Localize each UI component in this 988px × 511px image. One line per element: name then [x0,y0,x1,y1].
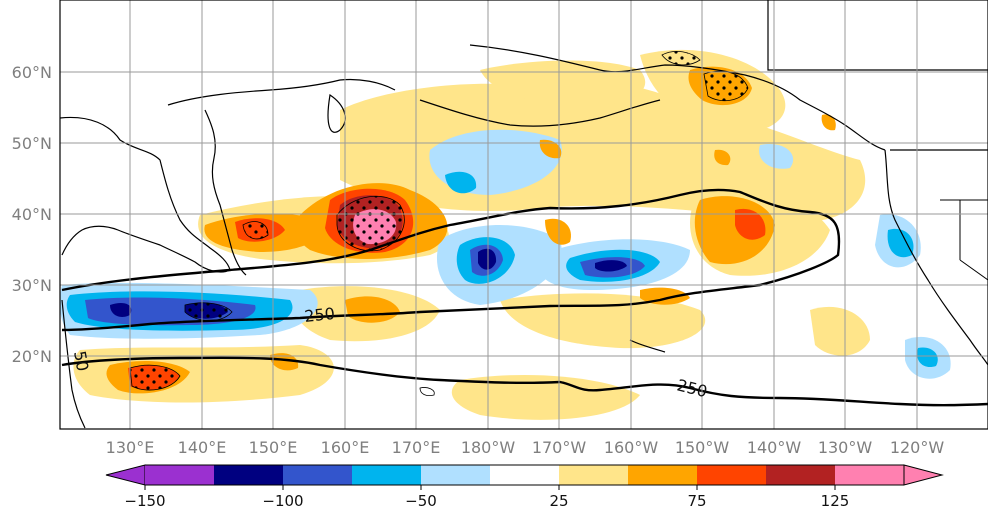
contour-label: 50 [70,349,92,372]
kamchatka-peninsula [327,93,346,133]
lon-label: 150°E [249,438,298,457]
negative-anomaly-region [445,171,477,194]
asia-coastline [60,116,231,273]
lon-label: 160°E [321,438,370,457]
negative-anomaly-core [595,260,627,272]
colorbar-segment [697,465,766,485]
colorbar-segment [214,465,283,485]
colorbar-segment [490,465,559,485]
positive-anomaly-region [714,149,731,166]
north-america-coastline [884,149,988,366]
lon-label: 130°W [818,438,873,457]
negative-anomaly-region [917,347,938,368]
positive-anomaly-region [735,208,766,240]
significance-stipple [129,364,181,391]
colorbar-tick-label: 125 [821,492,850,510]
significance-stipple [336,196,405,252]
negative-anomaly-region [887,228,914,258]
significance-contour [419,387,435,396]
lat-label-50n: 50°N [12,134,52,153]
lon-label: 140°E [178,438,227,457]
us-state-borders [940,199,988,281]
positive-anomaly-region [270,353,299,371]
jet-contour-250 [61,356,988,407]
map-frame [59,0,988,430]
positive-anomaly-region [539,139,562,159]
positive-anomaly-region [821,114,836,131]
colorbar-tick-label: −50 [405,492,437,510]
lon-label: 160°W [604,438,659,457]
colorbar-tick-label: 25 [549,492,568,510]
colorbar-arrow-low [105,464,146,486]
colorbar-tick-label: −150 [124,492,165,510]
colorbar-segment [835,465,904,485]
colorbar-segment [421,465,490,485]
colorbar-outline [145,464,904,486]
latitude-labels: 60°N 50°N 40°N 30°N 20°N [12,63,52,366]
positive-anomaly-region [810,306,870,356]
colorbar-segment [628,465,697,485]
colorbar-tick-label: −100 [262,492,303,510]
hawaii-islands [629,339,666,353]
significance-stipple [242,221,269,240]
lon-label: 140°W [747,438,802,457]
contour-label: 250 [303,304,335,326]
lon-label: 150°W [675,438,730,457]
negative-anomaly-core [478,248,497,270]
positive-anomaly-region [451,375,640,420]
negative-anomaly-region [759,144,794,169]
colorbar-arrow-high [903,464,944,486]
lon-label: 170°E [392,438,441,457]
significance-stipple [703,71,749,102]
lat-label-40n: 40°N [12,205,52,224]
lon-label: 120°W [890,438,945,457]
lat-label-20n: 20°N [12,347,52,366]
lat-label-30n: 30°N [12,276,52,295]
colorbar-segment [559,465,628,485]
canada-border [767,0,988,71]
map-panel: 250 250 50 [59,0,988,430]
china-coastline [61,299,86,429]
positive-anomaly-region [545,218,571,245]
colorbar-segment [283,465,352,485]
gridlines [60,0,988,429]
colorbar-segment [766,465,835,485]
aleutian-islands [419,99,661,127]
lon-label: 130°E [106,438,155,457]
significance-stipple [661,50,701,66]
longitude-labels: 130°E 140°E 150°E 160°E 170°E 180°W 170°… [106,438,945,457]
negative-anomaly-core [110,303,132,317]
lat-label-60n: 60°N [12,63,52,82]
lon-label: 170°W [532,438,587,457]
colorbar-segment [352,465,421,485]
colorbar: −150 −100 −50 25 75 125 [105,464,944,510]
lon-label: 180°W [461,438,516,457]
significance-stipple [184,302,233,322]
colorbar-tick-label: 75 [687,492,706,510]
kamchatka-coastline [167,78,396,106]
colorbar-segment [145,465,214,485]
